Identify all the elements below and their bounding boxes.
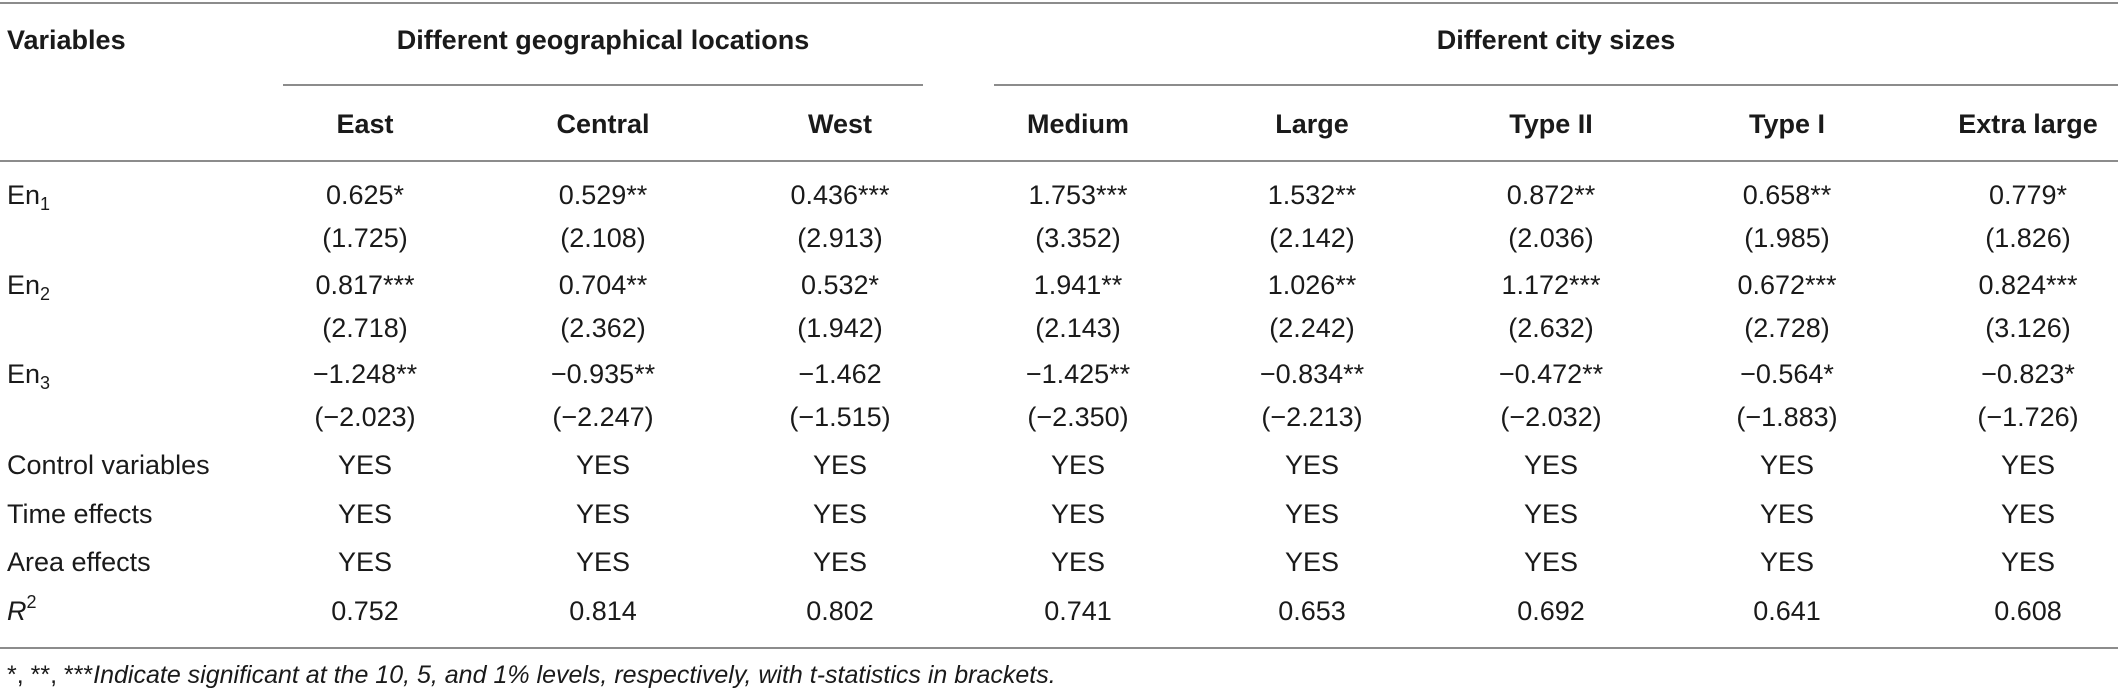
table-cell: YES xyxy=(1523,547,1579,577)
row-label-area-effects: Area effects xyxy=(7,547,151,577)
table-cell: YES xyxy=(1284,547,1340,577)
table-cell: 0.814 xyxy=(569,596,637,626)
row-label-en3: En3 xyxy=(7,359,51,393)
city-group-underline xyxy=(994,84,2118,86)
table-cell: 0.802 xyxy=(806,596,874,626)
column-header-east: East xyxy=(336,109,394,139)
row-label-time-effects: Time effects xyxy=(7,499,153,529)
table-cell: YES xyxy=(1759,547,1815,577)
table-cell: YES xyxy=(1759,450,1815,480)
table-cell: 0.752 xyxy=(331,596,399,626)
table-cell: YES xyxy=(2000,547,2056,577)
table-cell: 0.779* (1.826) xyxy=(1985,180,2071,253)
city-group-header: Different city sizes xyxy=(1436,25,1676,55)
table-cell: YES xyxy=(812,499,868,529)
table-cell: YES xyxy=(337,547,393,577)
table-cell: YES xyxy=(812,547,868,577)
column-header-type-ii: Type II xyxy=(1509,109,1593,139)
row-label-r-squared: R2 xyxy=(7,592,37,626)
table-cell: 1.753*** (3.352) xyxy=(1028,180,1128,253)
table-cell: 0.672*** (2.728) xyxy=(1737,270,1837,343)
table-cell: YES xyxy=(1284,499,1340,529)
column-header-medium: Medium xyxy=(1026,109,1129,139)
table-cell: YES xyxy=(2000,499,2056,529)
table-cell: −1.425** (−2.350) xyxy=(1025,359,1131,432)
column-header-west: West xyxy=(807,109,873,139)
row-label-control-variables: Control variables xyxy=(7,450,210,480)
table-cell: −0.823* (−1.726) xyxy=(1977,359,2079,432)
table-cell: 0.658** (1.985) xyxy=(1742,180,1832,253)
table-cell: 0.608 xyxy=(1994,596,2062,626)
table-bottom-rule xyxy=(0,647,2118,649)
table-cell: −1.248** (−2.023) xyxy=(312,359,418,432)
table-cell: 1.026** (2.242) xyxy=(1267,270,1357,343)
table-cell: 1.941** (2.143) xyxy=(1033,270,1123,343)
table-cell: YES xyxy=(575,450,631,480)
table-cell: YES xyxy=(337,499,393,529)
table-cell: YES xyxy=(1050,450,1106,480)
table-cell: 0.532* (1.942) xyxy=(797,270,883,343)
table-cell: YES xyxy=(337,450,393,480)
table-cell: 0.824*** (3.126) xyxy=(1978,270,2078,343)
column-header-extra-large: Extra large xyxy=(1958,109,2098,139)
column-header-central: Central xyxy=(556,109,650,139)
table-cell: YES xyxy=(1523,499,1579,529)
row-label-en2: En2 xyxy=(7,270,51,304)
table-cell: 0.872** (2.036) xyxy=(1506,180,1596,253)
table-cell: YES xyxy=(1759,499,1815,529)
table-cell: 0.653 xyxy=(1278,596,1346,626)
table-cell: −0.834** (−2.213) xyxy=(1259,359,1365,432)
column-header-type-i: Type I xyxy=(1748,109,1826,139)
table-cell: YES xyxy=(1050,547,1106,577)
variables-header: Variables xyxy=(7,25,126,55)
table-cell: −0.935** (−2.247) xyxy=(550,359,656,432)
table-cell: 1.172*** (2.632) xyxy=(1501,270,1601,343)
table-cell: YES xyxy=(1284,450,1340,480)
row-label-en1: En1 xyxy=(7,180,51,214)
table-cell: YES xyxy=(1523,450,1579,480)
header-bottom-rule xyxy=(0,160,2118,162)
table-cell: 0.817*** (2.718) xyxy=(315,270,415,343)
column-header-large: Large xyxy=(1275,109,1349,139)
table-cell: −0.472** (−2.032) xyxy=(1498,359,1604,432)
table-cell: YES xyxy=(575,547,631,577)
table-cell: −1.462 (−1.515) xyxy=(789,359,891,432)
table-cell: 0.436*** (2.913) xyxy=(790,180,890,253)
table-cell: 0.741 xyxy=(1044,596,1112,626)
top-rule xyxy=(0,2,2118,4)
table-cell: 0.625* (1.725) xyxy=(322,180,408,253)
footnote-text: Indicate significant at the 10, 5, and 1… xyxy=(93,661,1056,689)
table-cell: 0.529** (2.108) xyxy=(558,180,648,253)
table-cell: YES xyxy=(1050,499,1106,529)
table-footnote: *, **, ***Indicate significant at the 10… xyxy=(7,660,1056,690)
table-cell: YES xyxy=(812,450,868,480)
geo-group-header: Different geographical locations xyxy=(396,25,810,55)
geo-group-underline xyxy=(283,84,923,86)
table-cell: 0.704** (2.362) xyxy=(558,270,648,343)
table-cell: 1.532** (2.142) xyxy=(1267,180,1357,253)
table-cell: 0.692 xyxy=(1517,596,1585,626)
table-cell: YES xyxy=(575,499,631,529)
table-cell: YES xyxy=(2000,450,2056,480)
table-cell: −0.564* (−1.883) xyxy=(1736,359,1838,432)
table-cell: 0.641 xyxy=(1753,596,1821,626)
footnote-symbols: *, **, *** xyxy=(7,661,94,689)
